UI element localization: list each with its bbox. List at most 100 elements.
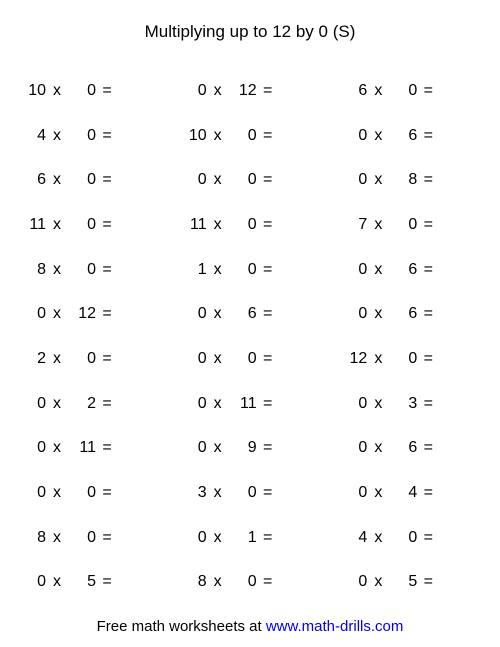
page-title: Multiplying up to 12 by 0 (S) (18, 22, 482, 42)
problem: 0x0= (179, 159, 322, 201)
operand-a: 10 (18, 82, 46, 100)
times-symbol: x (46, 216, 68, 234)
operand-a: 0 (179, 529, 207, 547)
times-symbol: x (207, 127, 229, 145)
equals-symbol: = (96, 484, 118, 502)
equals-symbol: = (96, 395, 118, 413)
times-symbol: x (207, 484, 229, 502)
operand-a: 6 (18, 171, 46, 189)
equals-symbol: = (417, 529, 439, 547)
problem: 0x1= (179, 517, 322, 559)
equals-symbol: = (96, 573, 118, 591)
operand-a: 0 (179, 350, 207, 368)
problem: 7x0= (339, 204, 482, 246)
times-symbol: x (46, 484, 68, 502)
operand-b: 0 (229, 484, 257, 502)
footer-text: Free math worksheets at (97, 618, 266, 635)
times-symbol: x (367, 529, 389, 547)
problem: 8x0= (179, 561, 322, 603)
equals-symbol: = (257, 350, 279, 368)
problem: 0x0= (179, 338, 322, 380)
equals-symbol: = (257, 305, 279, 323)
operand-a: 2 (18, 350, 46, 368)
operand-a: 11 (18, 216, 46, 234)
operand-b: 4 (389, 484, 417, 502)
times-symbol: x (367, 305, 389, 323)
problem-grid: 10x0=0x12=6x0=4x0=10x0=0x6=6x0=0x0=0x8=1… (18, 70, 482, 606)
equals-symbol: = (417, 216, 439, 234)
operand-b: 0 (389, 82, 417, 100)
operand-a: 0 (179, 439, 207, 457)
operand-b: 6 (389, 261, 417, 279)
problem: 0x11= (179, 383, 322, 425)
operand-a: 1 (179, 261, 207, 279)
times-symbol: x (207, 305, 229, 323)
operand-a: 8 (18, 529, 46, 547)
problem: 0x5= (18, 561, 161, 603)
operand-a: 0 (179, 305, 207, 323)
problem: 0x11= (18, 427, 161, 469)
operand-b: 6 (389, 305, 417, 323)
operand-a: 0 (339, 395, 367, 413)
problem: 0x4= (339, 472, 482, 514)
operand-b: 1 (229, 529, 257, 547)
times-symbol: x (367, 573, 389, 591)
operand-b: 12 (229, 82, 257, 100)
equals-symbol: = (417, 127, 439, 145)
operand-b: 6 (389, 127, 417, 145)
equals-symbol: = (417, 350, 439, 368)
operand-a: 0 (339, 171, 367, 189)
operand-a: 8 (18, 261, 46, 279)
equals-symbol: = (417, 305, 439, 323)
times-symbol: x (46, 171, 68, 189)
operand-a: 6 (339, 82, 367, 100)
operand-a: 7 (339, 216, 367, 234)
operand-a: 0 (339, 439, 367, 457)
times-symbol: x (207, 216, 229, 234)
operand-b: 0 (68, 82, 96, 100)
operand-b: 0 (229, 127, 257, 145)
equals-symbol: = (96, 261, 118, 279)
times-symbol: x (207, 573, 229, 591)
problem: 0x12= (179, 70, 322, 112)
operand-b: 0 (68, 350, 96, 368)
equals-symbol: = (96, 127, 118, 145)
operand-b: 0 (229, 171, 257, 189)
equals-symbol: = (417, 439, 439, 457)
times-symbol: x (367, 82, 389, 100)
times-symbol: x (367, 350, 389, 368)
problem: 0x2= (18, 383, 161, 425)
times-symbol: x (46, 127, 68, 145)
operand-b: 0 (68, 216, 96, 234)
times-symbol: x (46, 529, 68, 547)
times-symbol: x (367, 439, 389, 457)
equals-symbol: = (257, 216, 279, 234)
operand-b: 0 (389, 529, 417, 547)
times-symbol: x (46, 439, 68, 457)
problem: 8x0= (18, 517, 161, 559)
operand-a: 12 (339, 350, 367, 368)
problem: 0x6= (179, 293, 322, 335)
operand-a: 0 (339, 127, 367, 145)
problem: 0x6= (339, 249, 482, 291)
footer-link[interactable]: www.math-drills.com (266, 618, 404, 635)
problem: 12x0= (339, 338, 482, 380)
times-symbol: x (46, 350, 68, 368)
problem: 6x0= (18, 159, 161, 201)
operand-a: 0 (339, 484, 367, 502)
times-symbol: x (367, 127, 389, 145)
operand-a: 0 (18, 305, 46, 323)
operand-a: 0 (18, 439, 46, 457)
operand-a: 0 (179, 395, 207, 413)
problem: 10x0= (18, 70, 161, 112)
problem: 3x0= (179, 472, 322, 514)
problem: 11x0= (179, 204, 322, 246)
operand-b: 6 (389, 439, 417, 457)
equals-symbol: = (96, 439, 118, 457)
problem: 2x0= (18, 338, 161, 380)
problem: 1x0= (179, 249, 322, 291)
problem: 0x0= (18, 472, 161, 514)
equals-symbol: = (96, 305, 118, 323)
times-symbol: x (46, 395, 68, 413)
times-symbol: x (46, 261, 68, 279)
